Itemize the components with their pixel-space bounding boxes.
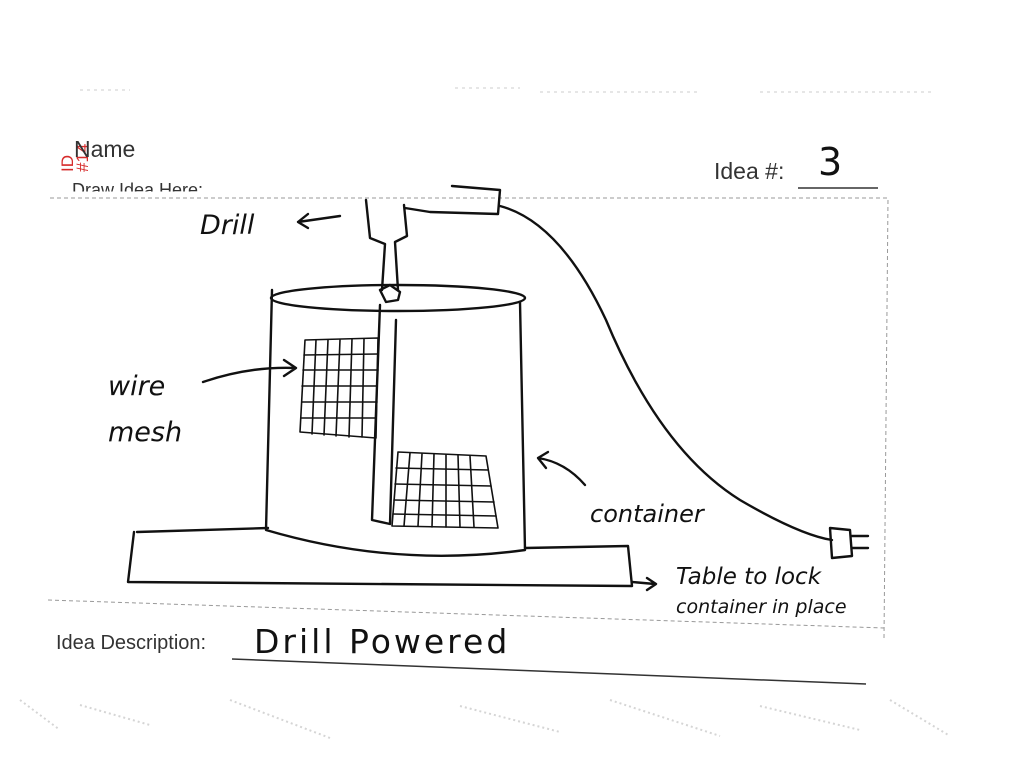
draw-idea-label: Draw Idea Here: <box>72 180 204 200</box>
table-annotation: Table to lock container in place <box>676 562 847 622</box>
name-label: Name <box>74 136 136 162</box>
container-arrow <box>536 450 587 487</box>
container-body <box>264 288 527 557</box>
upper-wire-mesh <box>299 337 379 439</box>
table-outline <box>126 526 634 588</box>
drill-chuck <box>378 283 402 304</box>
wire-mesh-line2: mesh <box>108 417 183 448</box>
drill-arrow <box>296 212 342 230</box>
lower-wire-mesh <box>391 451 499 529</box>
idea-number-label: Idea #: <box>714 158 785 184</box>
wire-mesh-annotation: wire mesh <box>108 364 182 456</box>
container-annotation: container <box>590 500 704 528</box>
wire-mesh-arrow <box>201 358 298 384</box>
drill-body <box>364 184 502 292</box>
idea-description-label: Idea Description: <box>56 632 207 654</box>
table-line2: container in place <box>676 596 847 618</box>
description-rule <box>231 658 867 685</box>
power-cord <box>498 204 834 542</box>
drill-annotation: Drill <box>200 210 255 241</box>
table-line1: Table to lock <box>676 564 822 590</box>
bleed-through-marks <box>19 699 951 739</box>
wire-mesh-line1: wire <box>108 371 166 402</box>
table-arrow <box>630 576 658 592</box>
idea-description-value: Drill Powered <box>254 622 511 661</box>
idea-number-value: 3 <box>818 140 843 184</box>
power-plug <box>828 526 870 560</box>
